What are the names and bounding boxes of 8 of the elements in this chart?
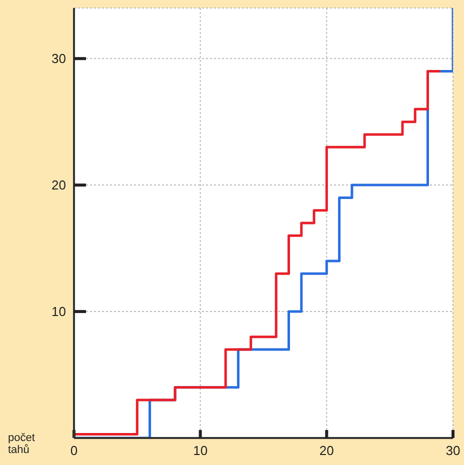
- x-tick-label: 30: [446, 443, 460, 458]
- y-tick-label: 30: [52, 51, 66, 66]
- x-tick-label: 10: [193, 443, 208, 458]
- x-tick-label: 20: [319, 443, 334, 458]
- y-tick-label: 20: [52, 178, 66, 193]
- x-tick-label: 0: [70, 443, 78, 458]
- x-axis-title: počet tahů: [8, 432, 36, 456]
- y-tick-label: 10: [52, 304, 66, 320]
